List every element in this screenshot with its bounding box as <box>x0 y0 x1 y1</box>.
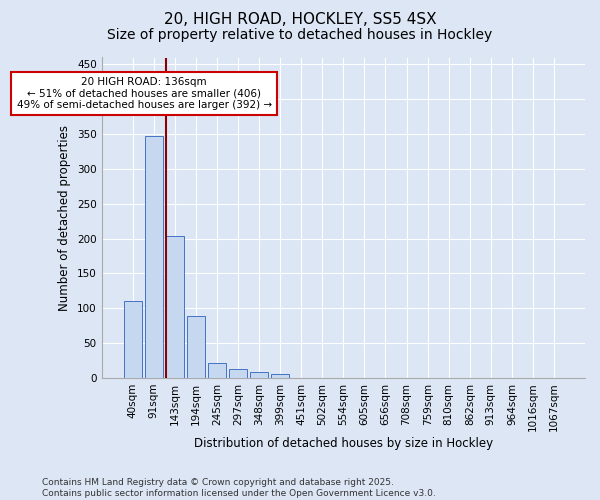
Y-axis label: Number of detached properties: Number of detached properties <box>58 124 71 310</box>
Text: Size of property relative to detached houses in Hockley: Size of property relative to detached ho… <box>107 28 493 42</box>
Bar <box>124 302 142 378</box>
Bar <box>250 372 268 378</box>
X-axis label: Distribution of detached houses by size in Hockley: Distribution of detached houses by size … <box>194 437 493 450</box>
Text: 20 HIGH ROAD: 136sqm
← 51% of detached houses are smaller (406)
49% of semi-deta: 20 HIGH ROAD: 136sqm ← 51% of detached h… <box>17 77 272 110</box>
Bar <box>271 374 289 378</box>
Bar <box>166 236 184 378</box>
Text: 20, HIGH ROAD, HOCKLEY, SS5 4SX: 20, HIGH ROAD, HOCKLEY, SS5 4SX <box>164 12 436 28</box>
Bar <box>187 316 205 378</box>
Bar <box>229 369 247 378</box>
Bar <box>208 362 226 378</box>
Text: Contains HM Land Registry data © Crown copyright and database right 2025.
Contai: Contains HM Land Registry data © Crown c… <box>42 478 436 498</box>
Bar <box>145 136 163 378</box>
